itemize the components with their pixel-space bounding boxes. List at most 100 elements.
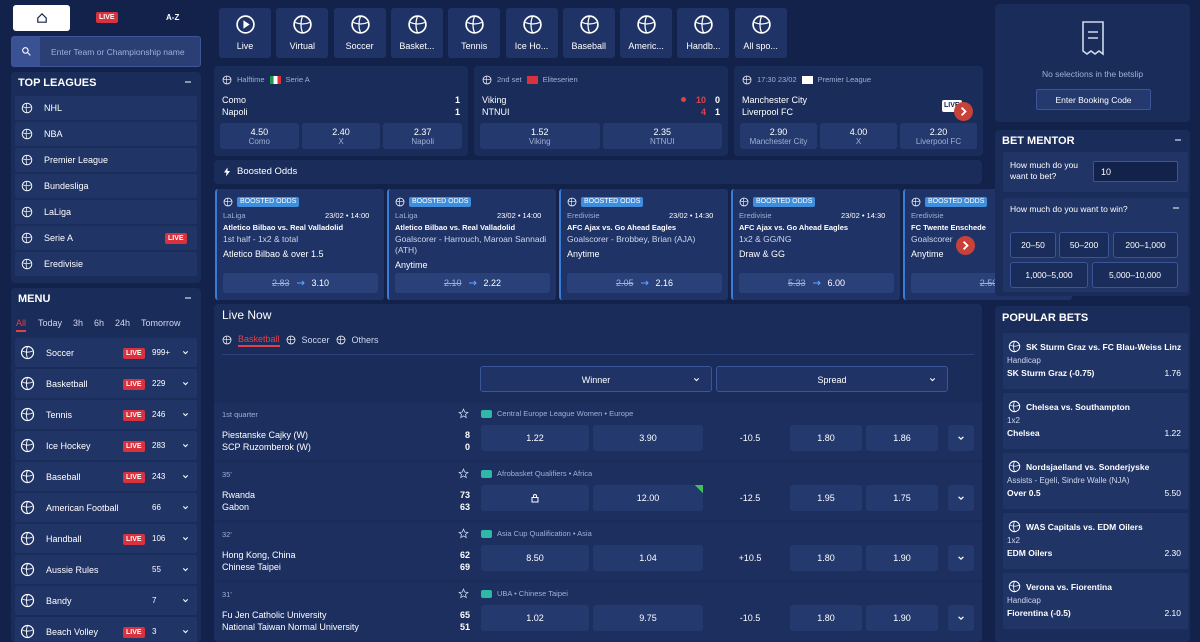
favorite-star-svg xyxy=(458,528,469,539)
odds-button[interactable]: 4.00 X xyxy=(820,123,897,149)
league-item[interactable]: LaLiga xyxy=(15,200,197,224)
league-item[interactable]: Eredivisie xyxy=(15,252,197,276)
match-status: Halftime xyxy=(237,75,265,84)
popular-bet-card[interactable]: Nordsjaelland vs. Sonderjyske Assists - E… xyxy=(1003,453,1188,509)
win-range-button[interactable]: 1,000–5,000 xyxy=(1010,262,1088,288)
sport-item[interactable]: Soccer LIVE 999+ xyxy=(15,338,197,367)
odds-button[interactable]: 1.90 xyxy=(866,605,938,631)
bet-amount-input[interactable]: 10 xyxy=(1093,161,1178,182)
sport-item[interactable]: Basketball LIVE 229 xyxy=(15,369,197,398)
odds-button[interactable]: 1.75 xyxy=(866,485,938,511)
sport-tile[interactable]: Americ... xyxy=(620,8,673,58)
boosted-odds-button[interactable]: 2.83 3.10 xyxy=(223,273,378,293)
sport-tile[interactable]: Basket... xyxy=(390,8,443,58)
expand-button[interactable] xyxy=(948,425,974,451)
league-item[interactable]: NHL xyxy=(15,96,197,120)
search-box[interactable]: Enter Team or Championship name xyxy=(11,36,201,67)
sport-item[interactable]: Aussie Rules 55 xyxy=(15,555,197,584)
sport-icon xyxy=(20,593,35,608)
team-score: 10 xyxy=(695,95,706,105)
scroll-right xyxy=(956,236,975,255)
live-sport-tab[interactable]: Basketball xyxy=(238,333,280,347)
win-range-button[interactable]: 50–200 xyxy=(1059,232,1109,258)
league-item[interactable]: Bundesliga xyxy=(15,174,197,198)
live-sport-tab[interactable]: Others xyxy=(351,335,379,345)
boosted-card[interactable]: BOOSTED ODDS Eredivisie 23/02 • 14:30 AFC A… xyxy=(559,189,728,300)
popular-bet-card[interactable]: SK Sturm Graz vs. FC Blau-Weiss Linz Hand… xyxy=(1003,333,1188,389)
sport-tile[interactable]: Tennis xyxy=(448,8,501,58)
booking-code-button[interactable]: Enter Booking Code xyxy=(1036,89,1151,110)
odds-button[interactable]: 2.37 Napoli xyxy=(383,123,462,149)
odds-button[interactable]: 2.35 NTNUI xyxy=(602,123,722,149)
popular-bet-card[interactable]: WAS Capitals vs. EDM Oilers 1x2 EDM Oilers… xyxy=(1003,513,1188,569)
expand-button[interactable] xyxy=(948,605,974,631)
expand-button[interactable] xyxy=(948,545,974,571)
time-filter[interactable]: All xyxy=(16,317,27,332)
sport-tile[interactable]: Ice Ho... xyxy=(505,8,558,58)
sport-item[interactable]: Ice Hockey LIVE 283 xyxy=(15,431,197,460)
odds-button[interactable]: 3.90 xyxy=(593,425,703,451)
sport-item[interactable]: Handball LIVE 106 xyxy=(15,524,197,553)
expand-button[interactable] xyxy=(948,485,974,511)
odds-button[interactable]: 1.80 xyxy=(790,605,862,631)
win-range-button[interactable]: 20–50 xyxy=(1010,232,1056,258)
boosted-card[interactable]: BOOSTED ODDS LaLiga 23/02 • 14:00 Atletico … xyxy=(387,189,556,300)
boosted-odds-button[interactable]: 2.05 2.16 xyxy=(567,273,722,293)
odds-button[interactable]: 1.22 xyxy=(481,425,589,451)
home-tab[interactable] xyxy=(13,5,70,31)
odds-button[interactable]: 1.04 xyxy=(593,545,703,571)
sport-item[interactable]: Beach Volley LIVE 3 xyxy=(15,617,197,642)
live-sport-tab[interactable]: Soccer xyxy=(301,335,330,345)
win-range-button[interactable]: 200–1,000 xyxy=(1113,232,1178,258)
time-filter[interactable]: 6h xyxy=(94,318,105,328)
odds-button[interactable]: 2.40 X xyxy=(301,123,381,149)
bet-market: Handicap xyxy=(1007,356,1041,365)
expand-icon-svg xyxy=(958,616,964,621)
time-filter[interactable]: 24h xyxy=(115,318,131,328)
collapse-icon-svg xyxy=(185,81,191,83)
league-item[interactable]: Serie A LIVE xyxy=(15,226,197,250)
odds-button[interactable]: 1.86 xyxy=(866,425,938,451)
sport-item[interactable]: Tennis LIVE 246 xyxy=(15,400,197,429)
sport-icon-svg xyxy=(1008,580,1021,593)
sport-item[interactable]: Bandy 7 xyxy=(15,586,197,615)
sport-icon xyxy=(222,75,232,85)
odds-button[interactable]: 2.20 Liverpool FC xyxy=(900,123,977,149)
market-dropdown[interactable]: Winner xyxy=(480,366,712,392)
league-item[interactable]: NBA xyxy=(15,122,197,146)
odds-button[interactable]: 1.80 xyxy=(790,545,862,571)
sport-tile[interactable]: Virtual xyxy=(276,8,329,58)
odds-button[interactable]: 9.75 xyxy=(593,605,703,631)
odds-button[interactable]: 1.80 xyxy=(790,425,862,451)
sport-tile[interactable]: Soccer xyxy=(333,8,386,58)
sport-item[interactable]: Baseball LIVE 243 xyxy=(15,462,197,491)
time-filter[interactable]: Tomorrow xyxy=(141,318,181,328)
sport-tile[interactable]: Baseball xyxy=(562,8,615,58)
time-filter[interactable]: Today xyxy=(38,318,63,328)
market-dropdown[interactable]: Spread xyxy=(716,366,948,392)
team-score: 69 xyxy=(459,562,470,572)
odds-button[interactable]: 1.02 xyxy=(481,605,589,631)
odds-button[interactable]: 1.52 Viking xyxy=(480,123,600,149)
expand-icon-svg xyxy=(182,413,189,417)
boosted-odds-button[interactable]: 2.10 2.22 xyxy=(395,273,550,293)
odds-button[interactable]: 8.50 xyxy=(481,545,589,571)
sport-tile[interactable]: Live xyxy=(219,8,271,58)
odds-button[interactable]: 4.50 Como xyxy=(220,123,299,149)
boosted-card[interactable]: BOOSTED ODDS Eredivisie 23/02 • 14:30 AFC A… xyxy=(731,189,900,300)
win-range-button[interactable]: 5,000–10,000 xyxy=(1092,262,1178,288)
popular-bet-card[interactable]: Chelsea vs. Southampton 1x2 Chelsea 1.22 xyxy=(1003,393,1188,449)
popular-bet-card[interactable]: Verona vs. Fiorentina Handicap Fiorentina … xyxy=(1003,573,1188,629)
sport-item[interactable]: American Football 66 xyxy=(15,493,197,522)
sport-tile[interactable]: Handb... xyxy=(677,8,730,58)
odds-value: 1.75 xyxy=(893,493,911,503)
odds-button[interactable]: 1.95 xyxy=(790,485,862,511)
odds-button[interactable]: 1.90 xyxy=(866,545,938,571)
league-item[interactable]: Premier League xyxy=(15,148,197,172)
odds-button[interactable]: 12.00 xyxy=(593,485,703,511)
boosted-card[interactable]: BOOSTED ODDS LaLiga 23/02 • 14:00 Atletico … xyxy=(215,189,384,300)
boosted-odds-button[interactable]: 5.33 6.00 xyxy=(739,273,894,293)
odds-button[interactable]: 2.90 Manchester City xyxy=(740,123,817,149)
sport-tile[interactable]: All spo... xyxy=(734,8,787,58)
time-filter[interactable]: 3h xyxy=(73,318,84,328)
